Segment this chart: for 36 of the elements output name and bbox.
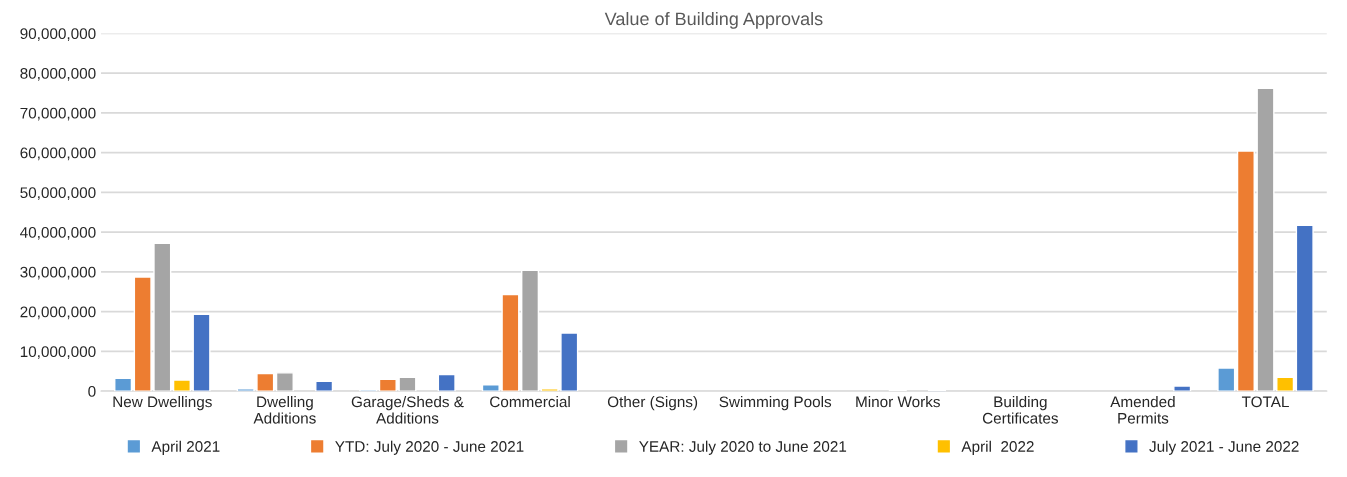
y-tick-label: 20,000,000 [20, 306, 96, 320]
bar [275, 372, 294, 392]
y-tick-label: 50,000,000 [20, 187, 96, 200]
chart-title: Value of Building Approvals [604, 11, 823, 29]
y-tick-label: 40,000,000 [20, 227, 96, 240]
x-tick-label: New Dwellings [113, 396, 212, 411]
legend-label: April 2022 [961, 440, 1034, 455]
bar [1173, 385, 1192, 392]
legend-label: July 2021 - June 2022 [1149, 440, 1299, 455]
bar [192, 313, 211, 392]
x-tick-label: Other (Signs) [607, 396, 698, 411]
legend-label: April 2021 [151, 440, 220, 455]
y-tick-label: 10,000,000 [20, 346, 96, 359]
bar [1217, 367, 1236, 392]
y-tick-label: 90,000,000 [20, 28, 96, 41]
bar [521, 269, 540, 392]
bar [437, 373, 456, 392]
x-tick-label: Swimming Pools [719, 396, 832, 411]
x-tick-label: Garage/Sheds & Additions [351, 396, 464, 424]
x-tick-label: Amended Permits [1110, 396, 1175, 424]
x-tick-label: Commercial [490, 396, 570, 408]
bar [1295, 224, 1314, 392]
y-tick-label: 70,000,000 [20, 107, 96, 121]
bar [114, 377, 133, 392]
x-tick-label: Dwelling Additions [253, 396, 316, 424]
x-tick-label: TOTAL [1241, 396, 1289, 408]
bar [315, 380, 334, 392]
legend-label: YTD: July 2020 - June 2021 [335, 440, 524, 455]
legend-label: YEAR: July 2020 to June 2021 [639, 440, 847, 455]
bar [172, 379, 191, 392]
y-tick-label: 0 [88, 386, 96, 397]
x-tick-label: Building Certificates [982, 396, 1059, 424]
y-tick-label: 30,000,000 [20, 266, 96, 280]
x-tick-label: Minor Works [856, 396, 940, 408]
y-tick-label: 60,000,000 [20, 147, 96, 161]
y-tick-label: 80,000,000 [20, 68, 96, 81]
